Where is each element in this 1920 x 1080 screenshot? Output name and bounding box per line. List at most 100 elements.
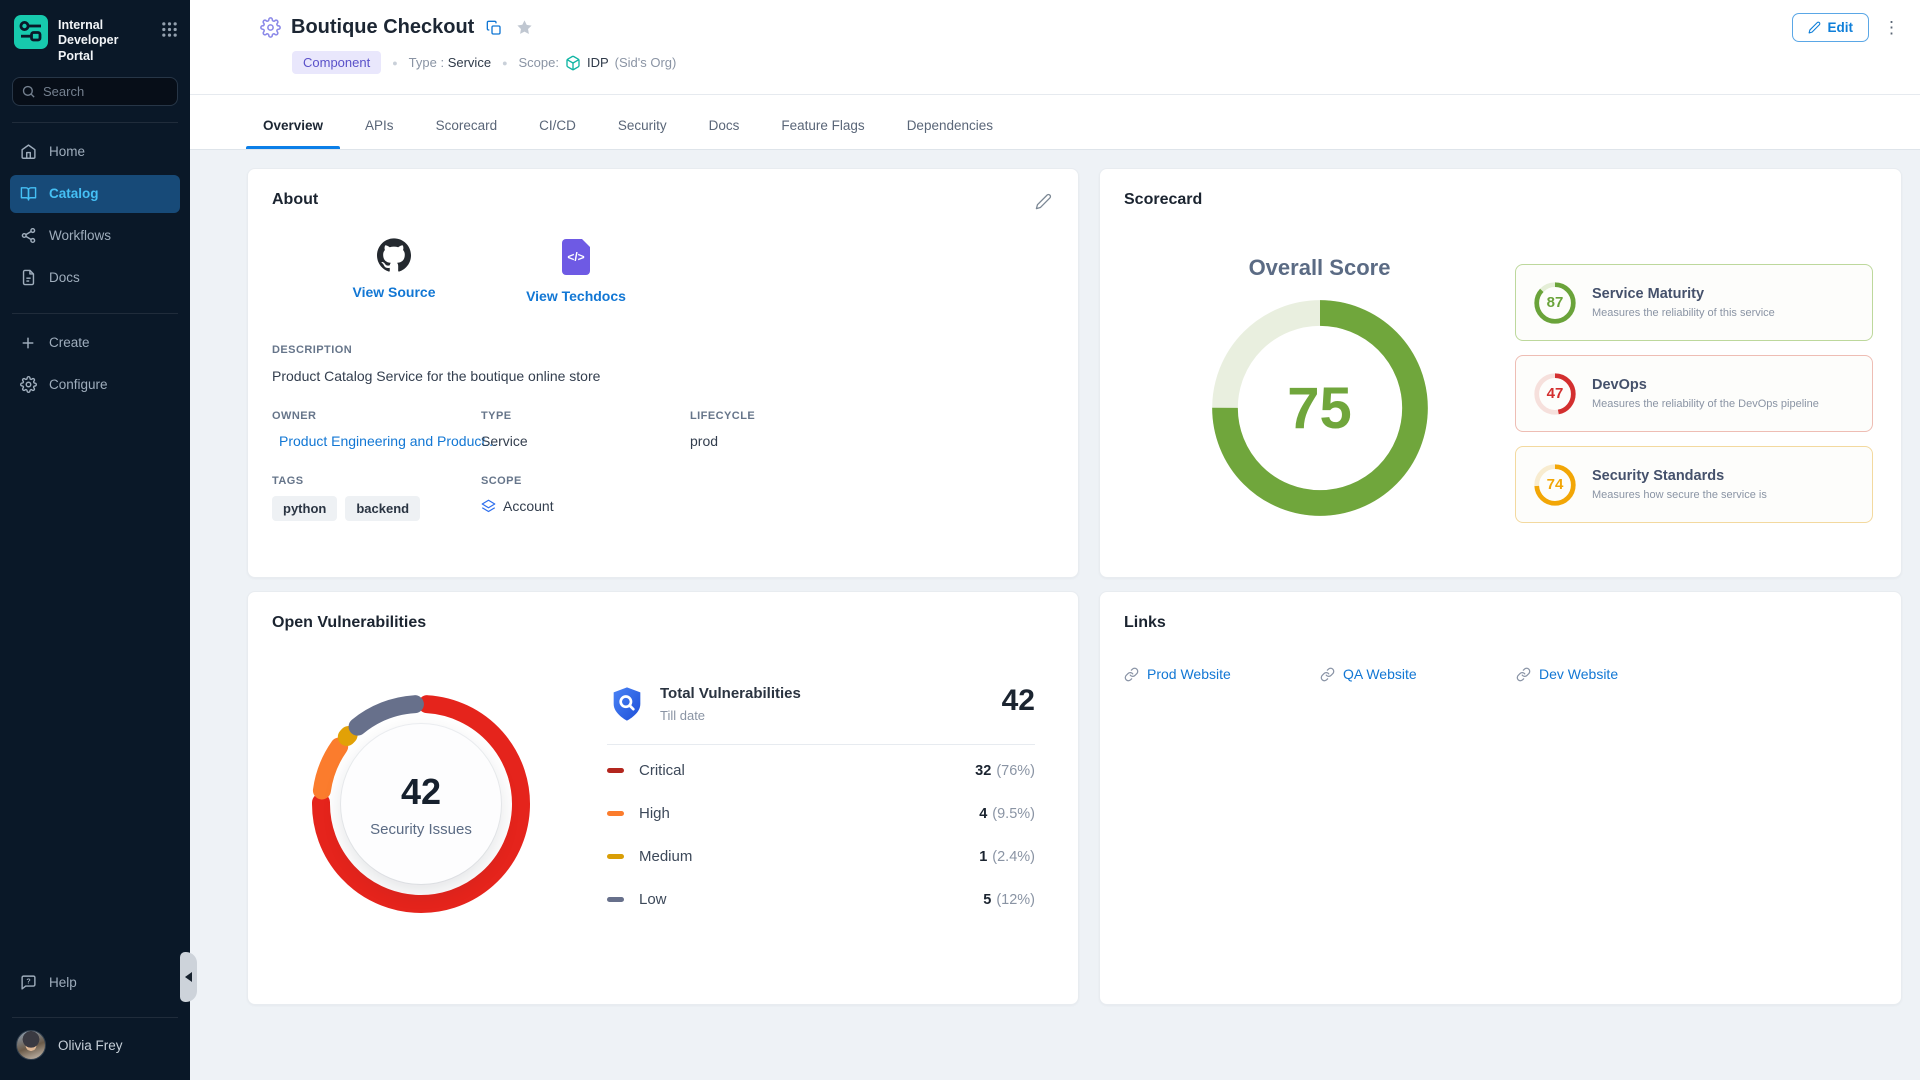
type-field: TYPE Service [481,410,690,449]
link-qa-website[interactable]: QA Website [1320,666,1516,682]
user-name: Olivia Frey [58,1038,123,1053]
score-list: 87 Service Maturity Measures the reliabi… [1515,264,1873,523]
scorecard-card: Scorecard Overall Score 75 [1099,168,1902,578]
donut-center-value: 42 [401,771,441,813]
techdocs-icon: </> [558,238,594,276]
about-title: About [272,191,318,209]
link-prod-website[interactable]: Prod Website [1124,666,1320,682]
avatar [16,1030,46,1060]
user-profile[interactable]: Olivia Frey [0,1018,190,1080]
sidebar-item-home[interactable]: Home [10,133,180,171]
sidebar-collapse-handle[interactable] [180,952,197,1002]
sidebar-actions: Create Configure [0,324,190,404]
links-title: Links [1124,614,1877,632]
total-vulnerabilities-value: 42 [1002,684,1035,718]
star-icon[interactable] [514,17,535,38]
dot-separator: ● [502,58,507,68]
legend-row-medium: Medium 1 (2.4%) [607,835,1035,878]
score-item-description: Measures the reliability of this service [1592,307,1775,319]
sidebar-item-create[interactable]: Create [10,324,180,362]
high-color-dash [607,811,624,816]
sidebar-item-docs[interactable]: Docs [10,259,180,297]
score-item-title: DevOps [1592,377,1819,393]
search-input[interactable] [12,77,178,106]
overall-score-block: Overall Score 75 [1124,209,1515,523]
legend-divider [607,744,1035,745]
shield-search-icon [607,684,647,724]
tab-scorecard[interactable]: Scorecard [415,118,519,149]
critical-color-dash [607,768,624,773]
legend-row-critical: Critical 32 (76%) [607,749,1035,792]
tab-feature-flags[interactable]: Feature Flags [760,118,885,149]
score-item-description: Measures how secure the service is [1592,489,1767,501]
tag-chip: backend [345,496,420,521]
devops-gauge: 47 [1532,371,1578,417]
sidebar-divider [12,313,178,314]
score-item-devops[interactable]: 47 DevOps Measures the reliability of th… [1515,355,1873,432]
sidebar-item-catalog[interactable]: Catalog [10,175,180,213]
app-switcher-icon[interactable] [161,21,178,43]
link-dev-website[interactable]: Dev Website [1516,666,1712,682]
svg-text:</>: </> [567,250,584,264]
tab-docs[interactable]: Docs [688,118,761,149]
description-value: Product Catalog Service for the boutique… [272,368,1054,384]
sidebar-divider [12,122,178,123]
view-techdocs-label: View Techdocs [526,288,626,304]
view-source-link[interactable]: View Source [324,238,464,304]
sidebar-item-configure[interactable]: Configure [10,366,180,404]
entity-scope: Scope: IDP (Sid's Org) [519,55,677,71]
description-label: DESCRIPTION [272,344,1054,356]
score-item-service-maturity[interactable]: 87 Service Maturity Measures the reliabi… [1515,264,1873,341]
page-title: Boutique Checkout [291,16,474,39]
sidebar: Internal Developer Portal Home Catalo [0,0,190,1080]
link-icon [1516,667,1531,682]
links-card: Links Prod Website QA Website Dev Websit… [1099,591,1902,1005]
view-techdocs-link[interactable]: </> View Techdocs [506,238,646,304]
vulnerabilities-card: Open Vulnerabilities 42 Security Issues [247,591,1079,1005]
score-item-security-standards[interactable]: 74 Security Standards Measures how secur… [1515,446,1873,523]
content-grid: About View Source </> View Techdocs [190,150,1920,1080]
sidebar-item-label: Configure [49,377,108,392]
tab-apis[interactable]: APIs [344,118,415,149]
scope-field: SCOPE Account [481,475,690,521]
scorecard-title: Scorecard [1124,191,1877,209]
sidebar-item-label: Home [49,144,85,159]
sidebar-item-help[interactable]: ? Help [10,963,180,1001]
link-icon [1320,667,1335,682]
medium-color-dash [607,854,624,859]
component-gear-icon [260,17,281,38]
main-area: Boutique Checkout Edit ⋮ Component ● Typ… [190,0,1920,1080]
donut-center-label: Security Issues [370,821,472,838]
lifecycle-field: LIFECYCLE prod [690,410,1054,449]
edit-button[interactable]: Edit [1792,13,1870,42]
pencil-icon [1808,21,1821,34]
about-edit-pencil-icon[interactable] [1033,191,1054,212]
sidebar-item-label: Help [49,975,77,990]
entity-type: Type : Service [409,55,491,70]
vulnerabilities-donut-chart: 42 Security Issues [301,684,541,924]
tab-overview[interactable]: Overview [242,118,344,149]
sidebar-item-workflows[interactable]: Workflows [10,217,180,255]
workflows-icon [19,227,37,245]
overall-score-ring: 75 [1206,294,1434,522]
tag-chip: python [272,496,337,521]
tab-dependencies[interactable]: Dependencies [886,118,1014,149]
legend-row-high: High 4 (9.5%) [607,792,1035,835]
svg-text:?: ? [26,977,30,985]
score-item-description: Measures the reliability of the DevOps p… [1592,398,1819,410]
score-item-title: Security Standards [1592,468,1767,484]
sidebar-item-label: Workflows [49,228,111,243]
edit-button-label: Edit [1828,20,1854,35]
page-header: Boutique Checkout Edit ⋮ Component ● Typ… [190,0,1920,95]
sidebar-item-label: Catalog [49,186,99,201]
plus-icon [19,334,37,352]
security-standards-gauge: 74 [1532,462,1578,508]
copy-icon[interactable] [484,18,504,38]
entity-kind-badge: Component [292,51,381,74]
tab-security[interactable]: Security [597,118,688,149]
search-icon [21,84,36,99]
more-options-icon[interactable]: ⋮ [1883,19,1900,36]
owner-link[interactable]: Product Engineering and Product... [279,433,497,449]
tab-cicd[interactable]: CI/CD [518,118,597,149]
owner-field: OWNER Product Engineering and Product... [272,410,481,449]
